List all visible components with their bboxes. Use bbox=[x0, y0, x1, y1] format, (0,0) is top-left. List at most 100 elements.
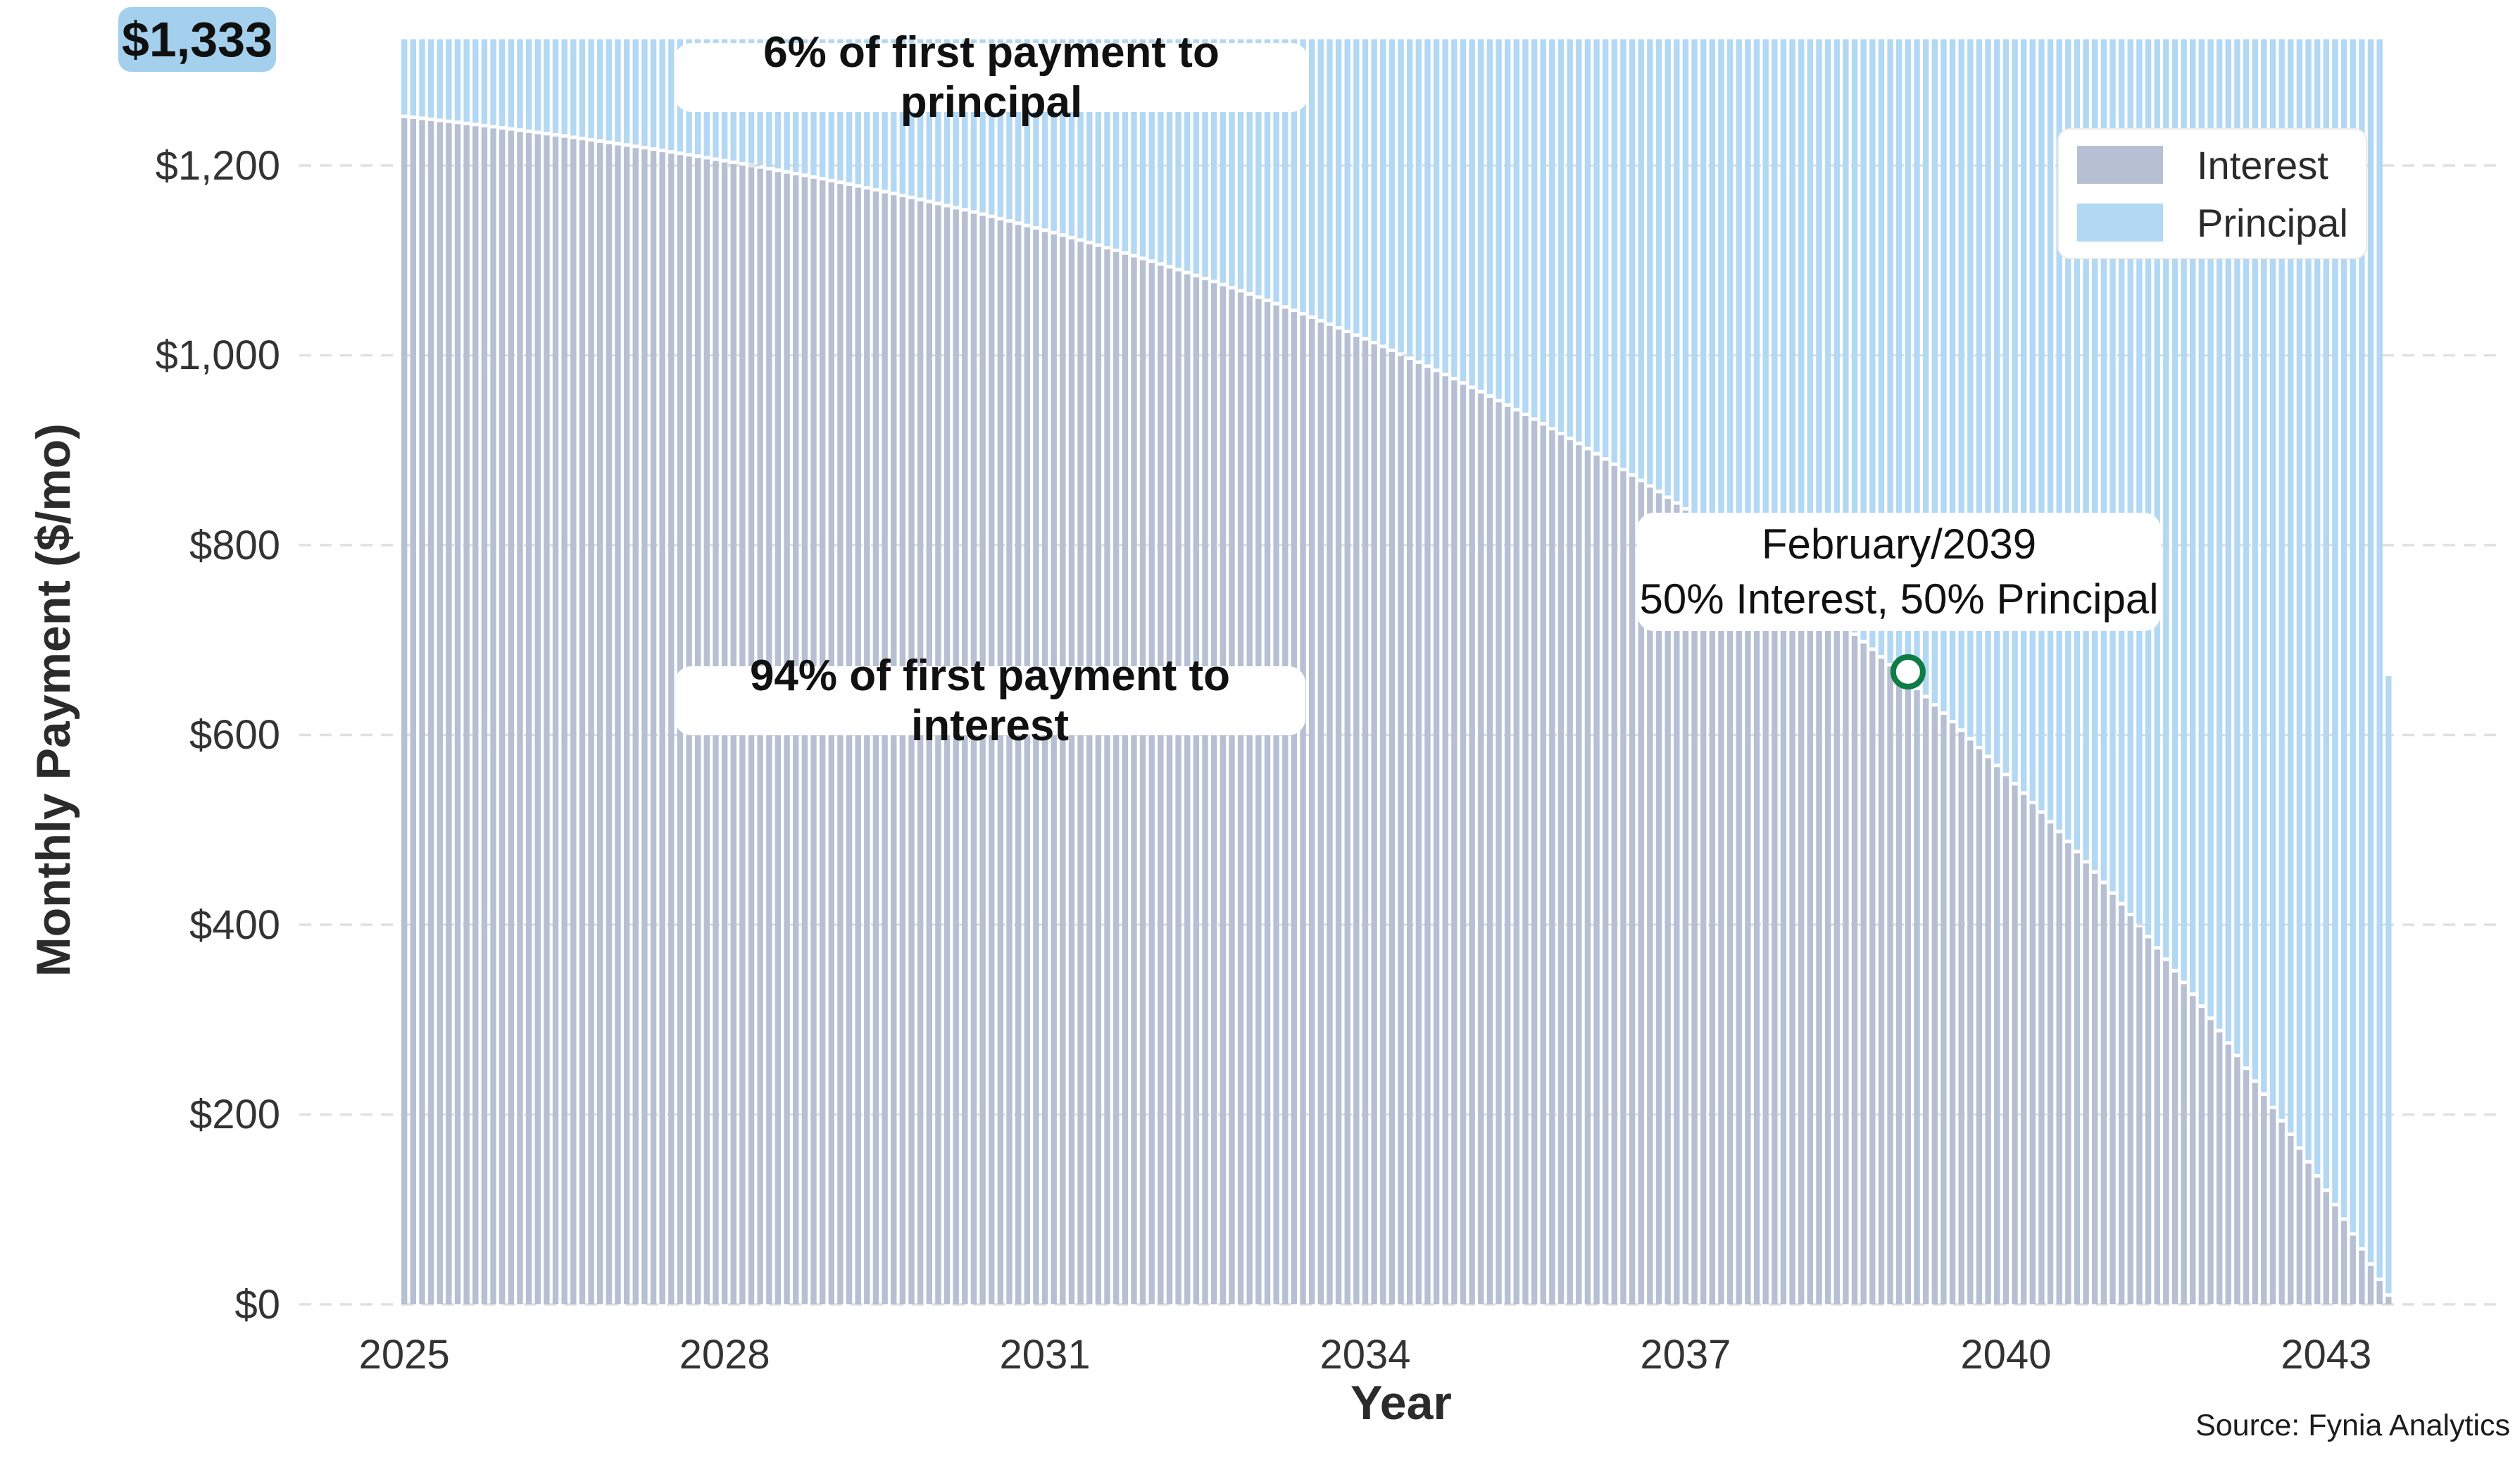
principal-bar-segment bbox=[2136, 39, 2143, 924]
interest-bar-segment bbox=[2110, 894, 2116, 1304]
principal-bar-segment bbox=[1148, 39, 1155, 260]
interest-bar-segment bbox=[1060, 237, 1066, 1304]
interest-bar-segment bbox=[1406, 360, 1413, 1304]
principal-bar-segment bbox=[1335, 39, 1342, 326]
principal-bar-segment bbox=[1709, 39, 1716, 525]
principal-bar-segment bbox=[2252, 39, 2258, 1080]
principal-bar-segment bbox=[1851, 39, 1858, 633]
interest-bar-segment bbox=[1478, 393, 1484, 1304]
principal-bar-segment bbox=[1086, 39, 1093, 241]
principal-bar-segment bbox=[2198, 39, 2205, 1005]
principal-bar-segment bbox=[1388, 39, 1396, 349]
interest-bar-segment bbox=[819, 180, 826, 1305]
principal-bar-segment bbox=[1451, 39, 1458, 378]
principal-bar-segment bbox=[1433, 39, 1440, 369]
interest-bar-segment bbox=[2359, 1250, 2365, 1304]
principal-bar-segment bbox=[1780, 39, 1787, 576]
principal-bar-segment bbox=[410, 39, 417, 116]
interest-bar-segment bbox=[1175, 271, 1181, 1305]
interest-bar-segment bbox=[1665, 499, 1671, 1304]
principal-bar-segment bbox=[1674, 39, 1680, 501]
principal-bar-segment bbox=[2261, 39, 2267, 1093]
principal-bar-segment bbox=[1122, 39, 1128, 251]
interest-bar-segment bbox=[2118, 905, 2125, 1304]
principal-bar-segment bbox=[2020, 39, 2027, 792]
interest-bar-segment bbox=[2350, 1235, 2356, 1304]
principal-bar-segment bbox=[1006, 39, 1013, 220]
principal-bar-segment bbox=[1460, 39, 1467, 382]
principal-bar-segment bbox=[1184, 39, 1191, 271]
principal-bar-segment bbox=[2110, 39, 2116, 892]
principal-bar-segment bbox=[1593, 39, 1600, 452]
interest-bar-segment bbox=[1086, 244, 1093, 1305]
interest-bar-segment bbox=[926, 203, 932, 1304]
interest-bar-segment bbox=[1104, 249, 1110, 1304]
principal-bar-segment bbox=[2002, 39, 2010, 773]
interest-bar-segment bbox=[891, 195, 897, 1304]
interest-bar-segment bbox=[2171, 972, 2179, 1304]
principal-bar-segment bbox=[2386, 675, 2392, 1294]
principal-bar-segment bbox=[2100, 39, 2107, 881]
principal-bar-segment bbox=[1308, 39, 1315, 316]
principal-bar-segment bbox=[1522, 39, 1529, 413]
principal-bar-segment bbox=[1762, 39, 1769, 563]
principal-bar-segment bbox=[1496, 39, 1502, 399]
interest-bar-segment bbox=[1905, 682, 1912, 1304]
interest-bar-segment bbox=[2074, 853, 2081, 1304]
interest-bar-segment bbox=[1824, 614, 1831, 1304]
principal-bar-segment bbox=[1478, 39, 1484, 390]
interest-bar-segment bbox=[810, 178, 817, 1304]
interest-bar-segment bbox=[1033, 229, 1039, 1304]
interest-bar-segment bbox=[944, 207, 951, 1304]
principal-bar-segment bbox=[1469, 39, 1475, 386]
principal-bar-segment bbox=[2012, 39, 2018, 782]
interest-bar-segment bbox=[427, 120, 434, 1305]
interest-bar-segment bbox=[2216, 1032, 2223, 1304]
principal-bar-segment bbox=[917, 39, 924, 198]
principal-bar-segment bbox=[2332, 39, 2338, 1203]
principal-bar-segment bbox=[1344, 39, 1350, 330]
principal-bar-segment bbox=[2190, 39, 2196, 993]
principal-bar-segment bbox=[1976, 39, 1983, 746]
interest-bar-segment bbox=[1798, 593, 1805, 1304]
interest-bar-segment bbox=[534, 134, 541, 1305]
interest-bar-segment bbox=[2100, 884, 2107, 1304]
x-tick-label: 2040 bbox=[1960, 1331, 2052, 1378]
principal-bar-segment bbox=[1878, 39, 1885, 656]
interest-bar-segment bbox=[419, 120, 425, 1305]
principal-bar-segment bbox=[1353, 39, 1360, 334]
interest-bar-segment bbox=[757, 168, 763, 1304]
interest-bar-segment bbox=[525, 132, 532, 1305]
interest-bar-segment bbox=[2198, 1008, 2205, 1304]
principal-bar-segment bbox=[1922, 39, 1929, 695]
interest-bar-segment bbox=[2332, 1206, 2338, 1304]
principal-bar-segment bbox=[1691, 39, 1698, 513]
interest-bar-segment bbox=[953, 209, 959, 1305]
interest-bar-segment bbox=[1220, 286, 1227, 1304]
principal-bar-segment bbox=[552, 39, 559, 133]
x-tick-label: 2031 bbox=[999, 1331, 1091, 1378]
interest-bar-segment bbox=[1202, 280, 1208, 1305]
principal-bar-segment bbox=[1175, 39, 1181, 268]
interest-bar-segment bbox=[1691, 516, 1698, 1305]
interest-bar-segment bbox=[517, 132, 523, 1305]
principal-bar-segment bbox=[1958, 39, 1964, 729]
interest-bar-segment bbox=[1193, 277, 1200, 1305]
principal-bar-segment bbox=[1629, 39, 1636, 473]
principal-bar-segment bbox=[1024, 39, 1030, 224]
interest-bar-segment bbox=[1931, 706, 1938, 1304]
principal-bar-segment bbox=[2243, 39, 2250, 1067]
interest-bar-segment bbox=[1380, 348, 1386, 1305]
principal-bar-segment bbox=[2314, 39, 2321, 1175]
interest-bar-segment bbox=[1068, 239, 1075, 1304]
interest-bar-segment bbox=[1647, 487, 1653, 1304]
interest-bar-segment bbox=[1576, 445, 1582, 1304]
interest-bar-segment bbox=[917, 201, 924, 1305]
x-tick-label: 2043 bbox=[2281, 1331, 2372, 1378]
interest-bar-segment bbox=[668, 154, 675, 1305]
interest-bar-segment bbox=[2243, 1070, 2250, 1304]
interest-bar-segment bbox=[855, 187, 861, 1305]
principal-bar-segment bbox=[2118, 39, 2125, 902]
annotation-crossover-date: February/2039 bbox=[1761, 520, 2037, 568]
interest-bar-segment bbox=[801, 177, 808, 1304]
